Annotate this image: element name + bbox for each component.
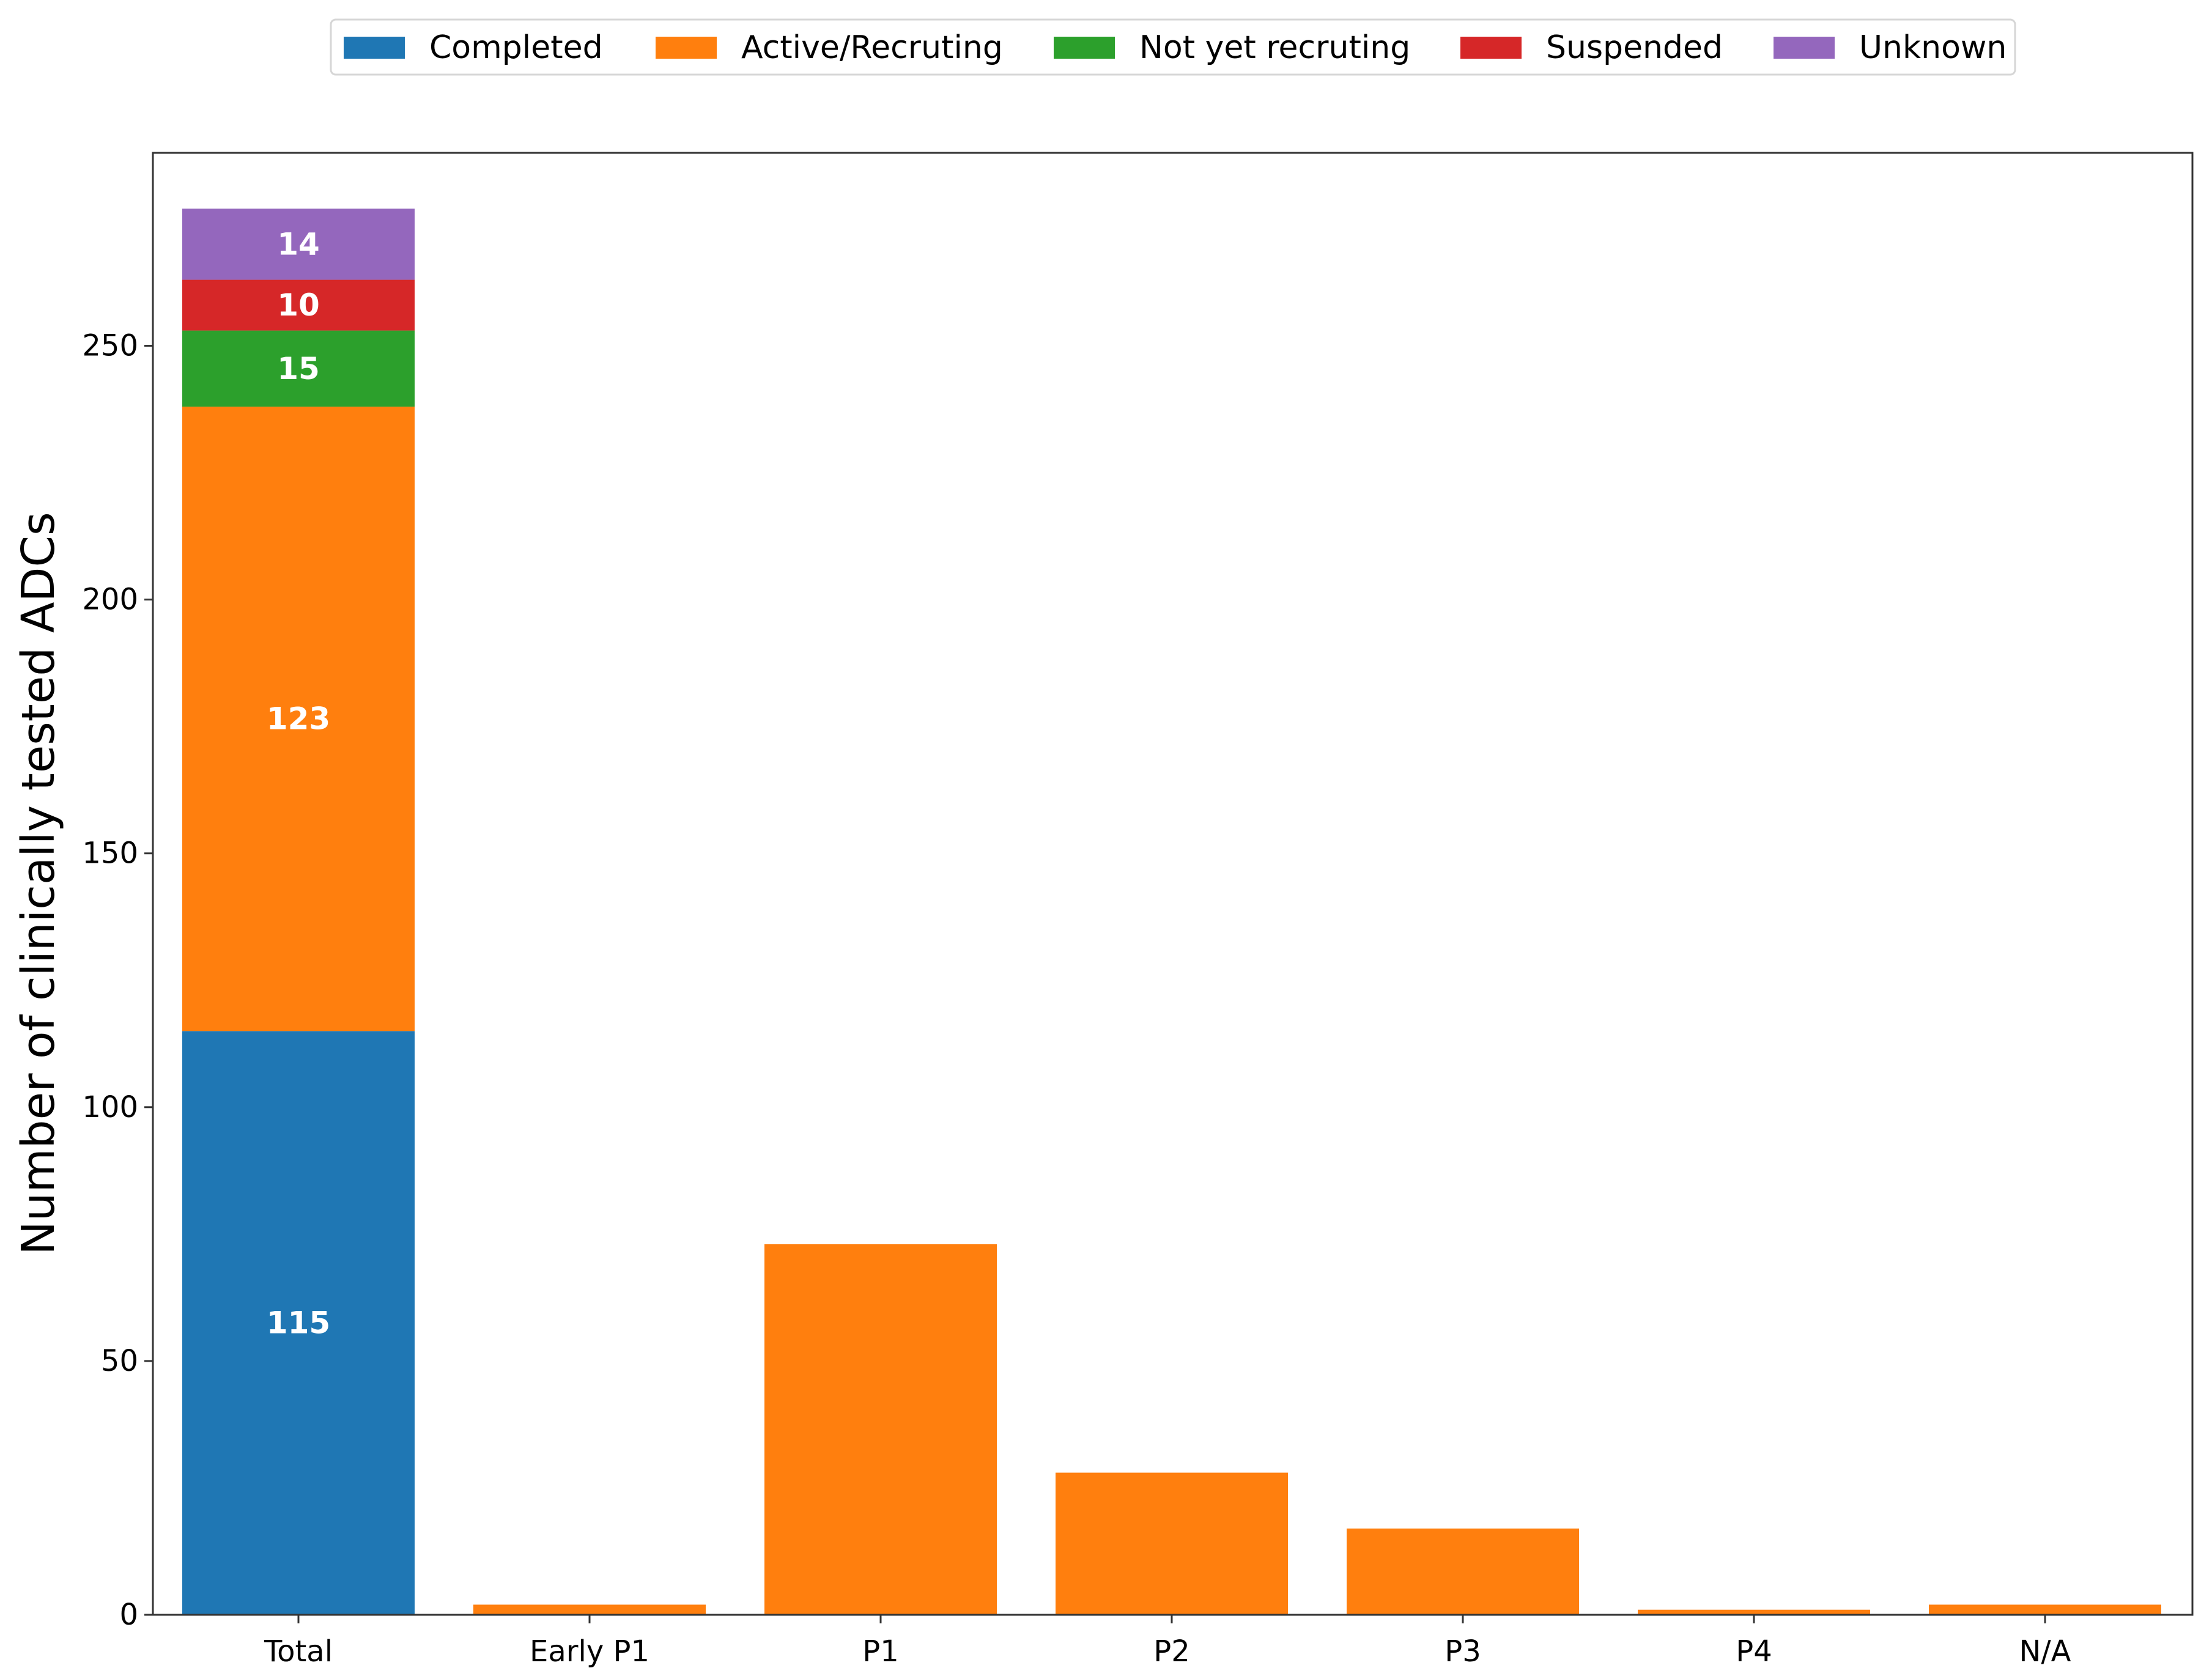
bar-total-completed	[182, 1031, 415, 1615]
bar-p4-active-recruting	[1638, 1609, 1870, 1615]
y-tick-label-100: 100	[82, 1090, 138, 1124]
y-tick-label-50: 50	[101, 1344, 138, 1378]
x-tick-label-p2: P2	[1153, 1634, 1189, 1668]
data-label-total-suspended: 10	[277, 287, 320, 323]
legend-box	[330, 18, 2016, 76]
data-label-total-completed: 115	[267, 1305, 330, 1341]
plot-frame	[152, 152, 2194, 1616]
x-tick-label-early-p1: Early P1	[530, 1634, 649, 1668]
bar-early-p1-active-recruting	[473, 1604, 706, 1615]
data-label-total-not-yet-recruting: 15	[277, 351, 320, 386]
legend: Completed Active/Recruting Not yet recruti…	[330, 18, 2016, 76]
legend-label-not-yet-recruting: Not yet recruting	[1139, 29, 1410, 66]
x-tick-label-p4: P4	[1736, 1634, 1772, 1668]
legend-swatch-suspended	[1460, 37, 1522, 59]
legend-label-unknown: Unknown	[1859, 29, 2007, 66]
legend-swatch-active-recruting	[656, 37, 717, 59]
bar-p1-active-recruting	[764, 1244, 997, 1615]
y-tick-label-0: 0	[119, 1598, 138, 1632]
y-tick-label-200: 200	[82, 583, 138, 617]
bar-p3-active-recruting	[1347, 1528, 1579, 1615]
bar-total-unknown	[182, 208, 415, 280]
bar-n-a-active-recruting	[1929, 1604, 2161, 1615]
bar-total-suspended	[182, 279, 415, 331]
legend-swatch-unknown	[1774, 37, 1835, 59]
data-labels: 115 123 15 10 14	[267, 226, 330, 1340]
bar-total-not-yet-recruting	[182, 330, 415, 407]
y-axis-label: Number of clinically tested ADCs	[12, 512, 65, 1255]
bar-total-active-recruting	[182, 407, 415, 1031]
x-tick-label-total: Total	[264, 1634, 333, 1668]
x-tick-label-n-a: N/A	[2019, 1634, 2071, 1668]
x-axis: Total Early P1 P1 P2 P3 P4 N/A	[264, 1615, 2071, 1668]
x-tick-label-p3: P3	[1444, 1634, 1481, 1668]
legend-swatch-not-yet-recruting	[1054, 37, 1115, 59]
bar-p2-active-recruting	[1056, 1472, 1288, 1615]
legend-label-active-recruting: Active/Recruting	[741, 29, 1003, 66]
data-label-total-active-recruting: 123	[267, 701, 330, 737]
y-axis: 0 50 100 150 200 250	[82, 328, 153, 1632]
y-tick-label-150: 150	[82, 836, 138, 871]
y-tick-label-250: 250	[82, 328, 138, 363]
x-tick-label-p1: P1	[862, 1634, 898, 1668]
bars	[182, 208, 2161, 1615]
data-label-total-unknown: 14	[277, 226, 320, 262]
legend-swatch-completed	[344, 37, 405, 59]
legend-label-suspended: Suspended	[1546, 29, 1723, 66]
legend-label-completed: Completed	[429, 29, 603, 66]
